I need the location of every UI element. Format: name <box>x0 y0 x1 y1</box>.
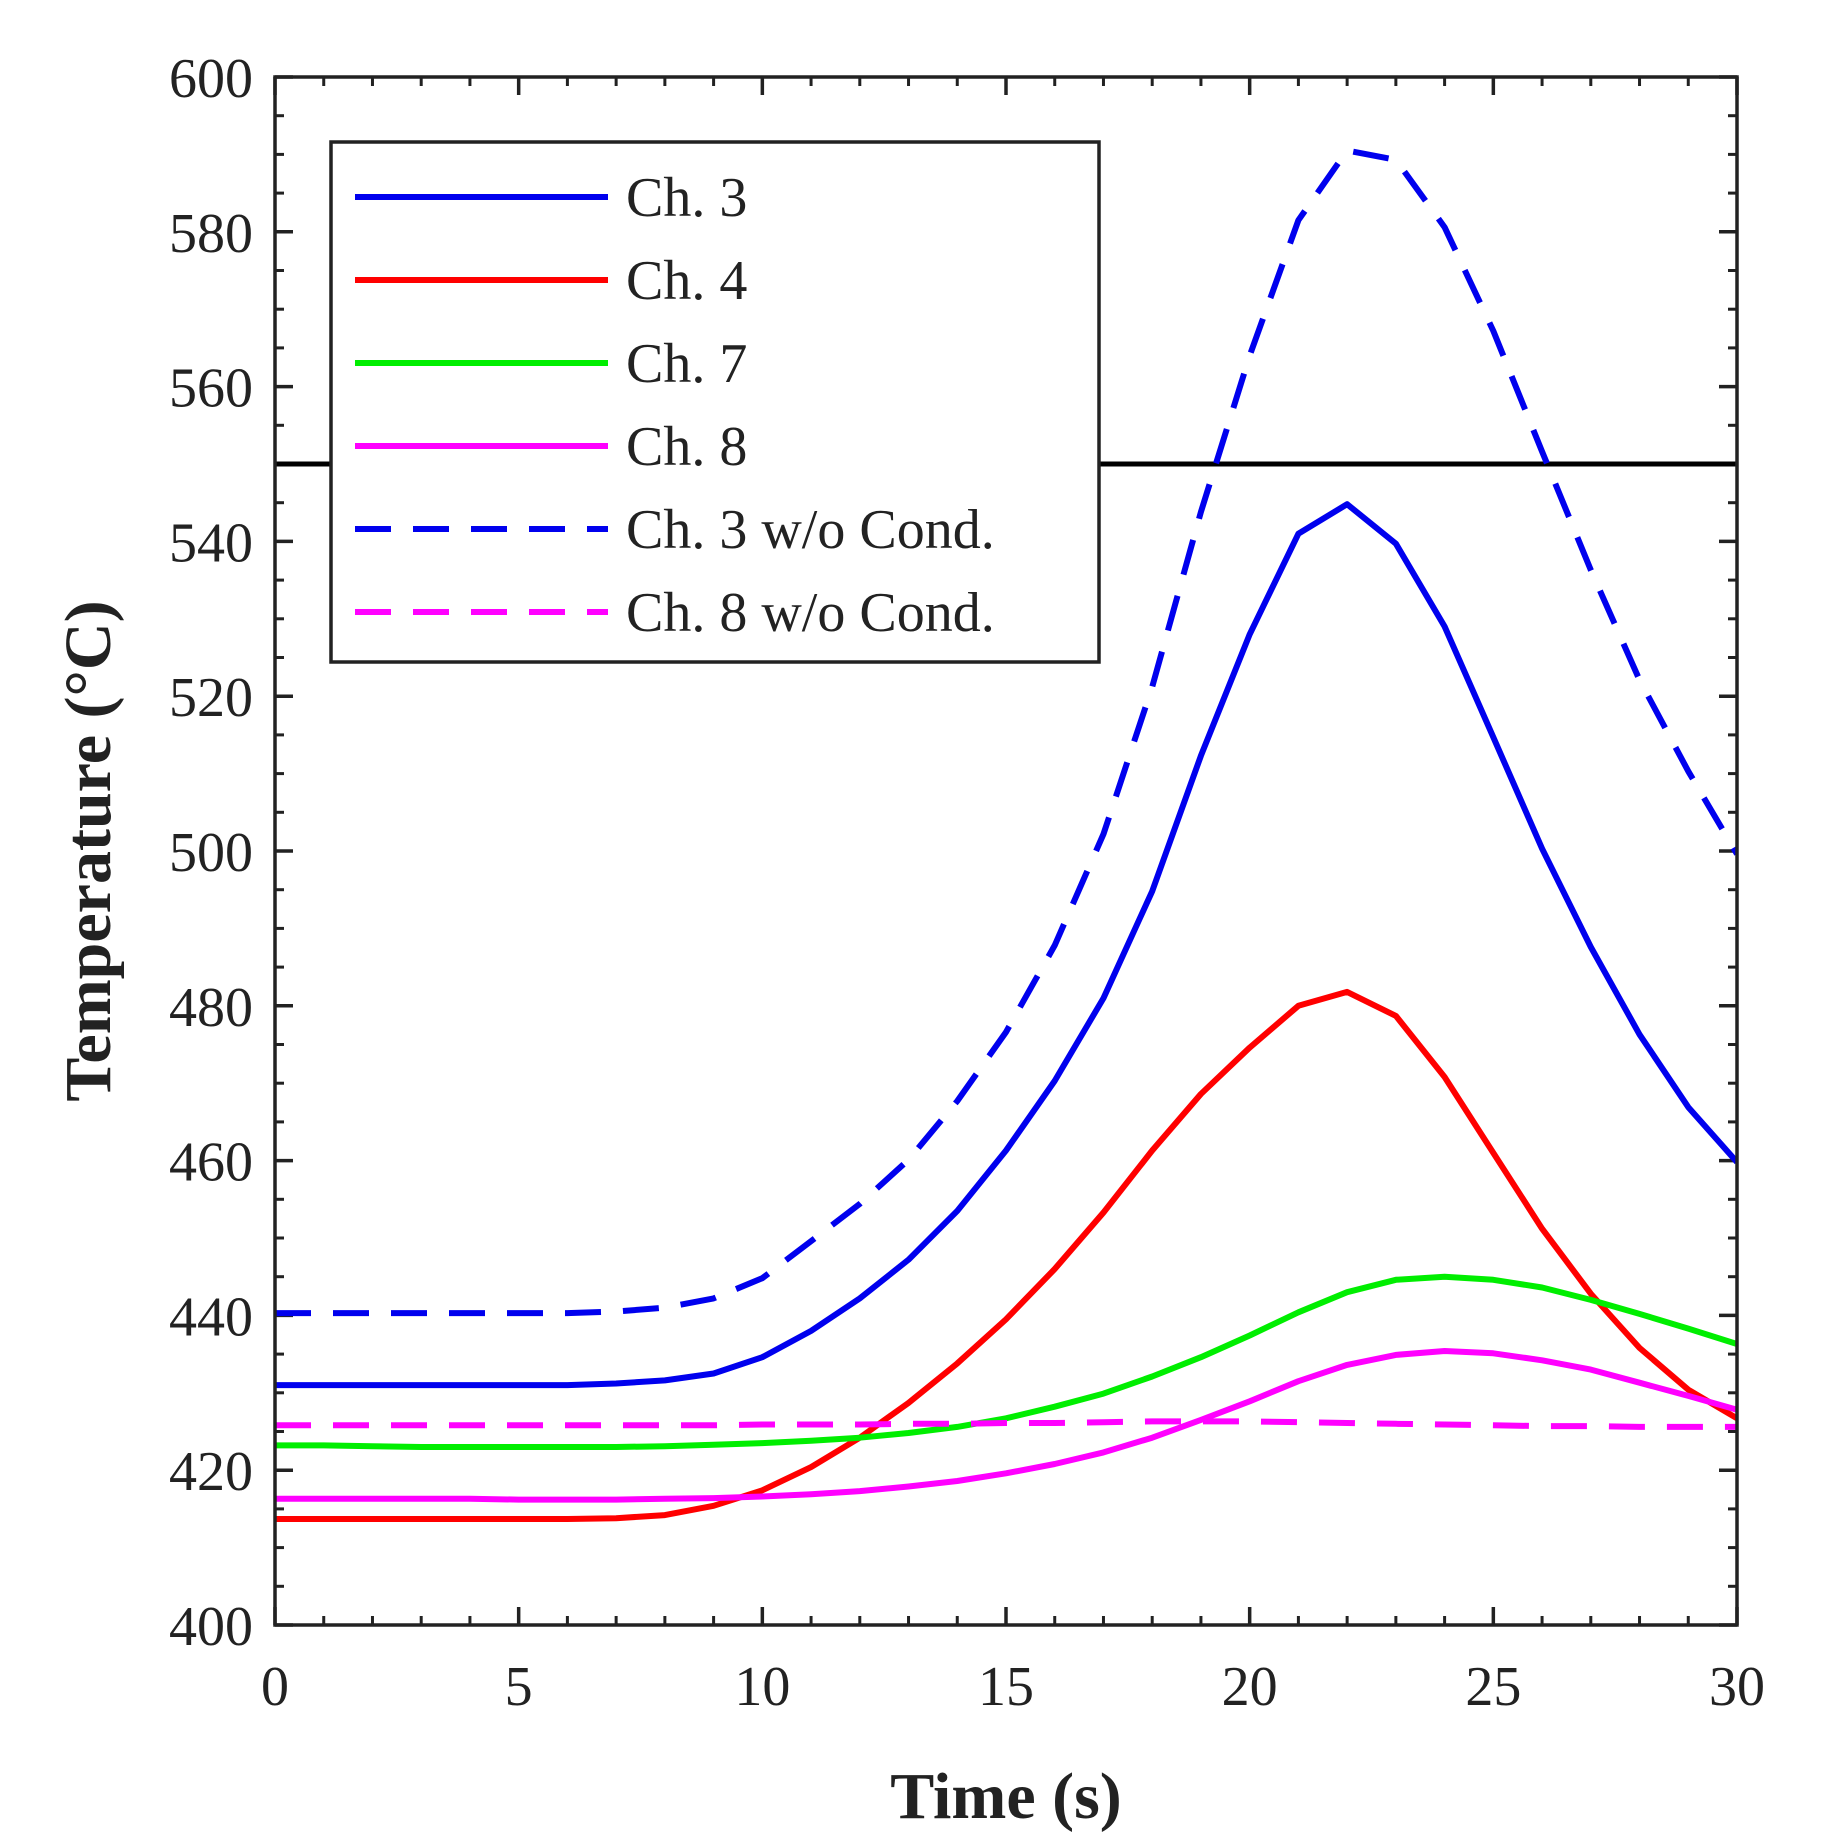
series-line-ch-7 <box>275 1273 1737 1450</box>
series-line-ch-4 <box>275 988 1737 1522</box>
legend: Ch. 3 Ch. 4 Ch. 7 Ch. 8 Ch. 3 w/o Cond. Ch. 8… <box>329 140 1101 664</box>
y-tick-label: 580 <box>169 203 253 265</box>
series-line-ch-3-w-o-cond <box>275 147 1737 1317</box>
legend-label-ch-7: Ch. 7 <box>626 333 747 395</box>
series-line-ch-8-w-o-cond <box>275 1418 1737 1430</box>
x-tick-labels: 0 5 10 15 20 25 30 <box>261 1656 1765 1718</box>
x-tick-label: 15 <box>978 1656 1034 1718</box>
legend-label-ch-3: Ch. 3 <box>626 167 747 229</box>
x-tick-label: 0 <box>261 1656 289 1718</box>
x-tick-label: 20 <box>1222 1656 1278 1718</box>
y-tick-labels: 400 420 440 460 480 500 520 540 560 580 600 <box>169 48 253 1658</box>
legend-label-ch-4: Ch. 4 <box>626 250 747 312</box>
legend-box <box>329 140 1101 664</box>
series-line-ch-8 <box>275 1348 1737 1503</box>
y-axis-title: Temperature (°C) <box>52 600 125 1101</box>
x-tick-label: 25 <box>1465 1656 1521 1718</box>
legend-label-ch-3-w-o-cond: Ch. 3 w/o Cond. <box>626 499 995 561</box>
y-tick-label: 540 <box>169 512 253 574</box>
y-tick-label: 600 <box>169 48 253 110</box>
y-tick-label: 460 <box>169 1132 253 1194</box>
plot-frame <box>273 75 1739 1627</box>
y-tick-label: 520 <box>169 667 253 729</box>
y-tick-label: 480 <box>169 977 253 1039</box>
y-tick-label: 400 <box>169 1596 253 1658</box>
y-tick-label: 560 <box>169 358 253 420</box>
legend-label-ch-8: Ch. 8 <box>626 416 747 478</box>
x-tick-label: 30 <box>1709 1656 1765 1718</box>
legend-entries: Ch. 3 Ch. 4 Ch. 7 Ch. 8 Ch. 3 w/o Cond. Ch. 8… <box>355 167 995 644</box>
y-tick-label: 500 <box>169 822 253 884</box>
series-line-ch-3 <box>275 501 1737 1389</box>
x-tick-label: 5 <box>505 1656 533 1718</box>
legend-label-ch-8-w-o-cond: Ch. 8 w/o Cond. <box>626 582 995 644</box>
x-axis-title: Time (s) <box>890 1760 1122 1833</box>
y-tick-label: 420 <box>169 1441 253 1503</box>
x-tick-label: 10 <box>734 1656 790 1718</box>
y-tick-label: 440 <box>169 1286 253 1348</box>
